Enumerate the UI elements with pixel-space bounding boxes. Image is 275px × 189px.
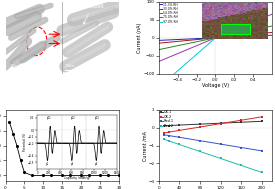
OX.2 (240, 119, 243, 121)
97.0% RH (157, 86, 160, 88)
33.0% RH (178, 40, 182, 42)
Legend: OX.1, OX.2, Red.1, Red.2: OX.1, OX.2, Red.1, Red.2 (160, 110, 174, 128)
11.3% RH (271, 34, 274, 36)
75.0% RH (271, 13, 274, 15)
Line: OX.1: OX.1 (163, 120, 263, 127)
11.3% RH (261, 35, 264, 37)
11.3% RH (178, 38, 182, 41)
11.3% RH (265, 34, 268, 37)
54.0% RH (265, 26, 268, 28)
Text: porous
nanobelt: porous nanobelt (82, 0, 104, 24)
Legend: 11.3% RH, 33.0% RH, 54.0% RH, 75.0% RH, 97.0% RH: 11.3% RH, 33.0% RH, 54.0% RH, 75.0% RH, … (159, 2, 178, 24)
Red.1 (162, 134, 166, 136)
11.3% RH (164, 39, 167, 41)
Red.1 (167, 135, 171, 137)
Y-axis label: Current (nA): Current (nA) (137, 23, 142, 53)
OX.1 (167, 124, 171, 127)
33.0% RH (265, 32, 268, 34)
Y-axis label: Current /mA: Current /mA (142, 131, 147, 160)
Red.2 (198, 150, 202, 153)
Line: 54.0% RH: 54.0% RH (159, 26, 272, 50)
75.0% RH (178, 52, 182, 54)
97.0% RH (187, 60, 191, 62)
Red.1 (178, 136, 181, 139)
OX.1 (178, 124, 181, 126)
OX.2 (198, 126, 202, 128)
75.0% RH (265, 15, 268, 18)
54.0% RH (261, 27, 264, 29)
Line: Red.1: Red.1 (163, 133, 263, 152)
Red.2 (162, 138, 166, 140)
Line: 75.0% RH: 75.0% RH (159, 14, 272, 61)
75.0% RH (162, 58, 165, 61)
X-axis label: Voltage (V): Voltage (V) (202, 83, 229, 88)
OX.1 (240, 121, 243, 123)
33.0% RH (261, 32, 264, 34)
33.0% RH (187, 39, 191, 41)
33.0% RH (157, 42, 160, 44)
OX.1 (198, 123, 202, 125)
Line: OX.2: OX.2 (163, 115, 263, 134)
Red.1 (260, 150, 263, 152)
OX.2 (162, 132, 166, 134)
Line: 97.0% RH: 97.0% RH (159, 0, 272, 87)
Red.1 (198, 140, 202, 142)
11.3% RH (187, 38, 191, 40)
Line: 33.0% RH: 33.0% RH (159, 33, 272, 43)
97.0% RH (178, 68, 182, 70)
Red.1 (240, 146, 243, 149)
Red.2 (219, 157, 222, 160)
OX.1 (260, 120, 263, 122)
Red.2 (240, 164, 243, 167)
33.0% RH (162, 42, 165, 44)
OX.2 (167, 131, 171, 133)
Line: 11.3% RH: 11.3% RH (159, 35, 272, 40)
33.0% RH (271, 31, 274, 34)
54.0% RH (162, 48, 165, 50)
97.0% RH (162, 82, 165, 84)
Red.2 (167, 140, 171, 142)
Text: 100nm: 100nm (66, 64, 76, 68)
Red.1 (219, 143, 222, 145)
11.3% RH (157, 39, 160, 42)
54.0% RH (164, 47, 167, 49)
OX.1 (219, 122, 222, 124)
54.0% RH (157, 49, 160, 51)
11.3% RH (162, 39, 165, 41)
OX.2 (219, 122, 222, 125)
97.0% RH (164, 80, 167, 83)
75.0% RH (261, 17, 264, 19)
54.0% RH (178, 44, 182, 46)
OX.2 (260, 116, 263, 118)
Red.2 (260, 171, 263, 174)
Text: 500nm: 500nm (11, 64, 20, 68)
54.0% RH (271, 25, 274, 27)
OX.2 (178, 129, 181, 132)
Red.2 (178, 143, 181, 146)
75.0% RH (157, 60, 160, 63)
54.0% RH (187, 42, 191, 44)
75.0% RH (164, 57, 167, 60)
OX.1 (162, 125, 166, 127)
Line: Red.2: Red.2 (163, 138, 263, 174)
33.0% RH (164, 41, 167, 44)
75.0% RH (187, 48, 191, 50)
